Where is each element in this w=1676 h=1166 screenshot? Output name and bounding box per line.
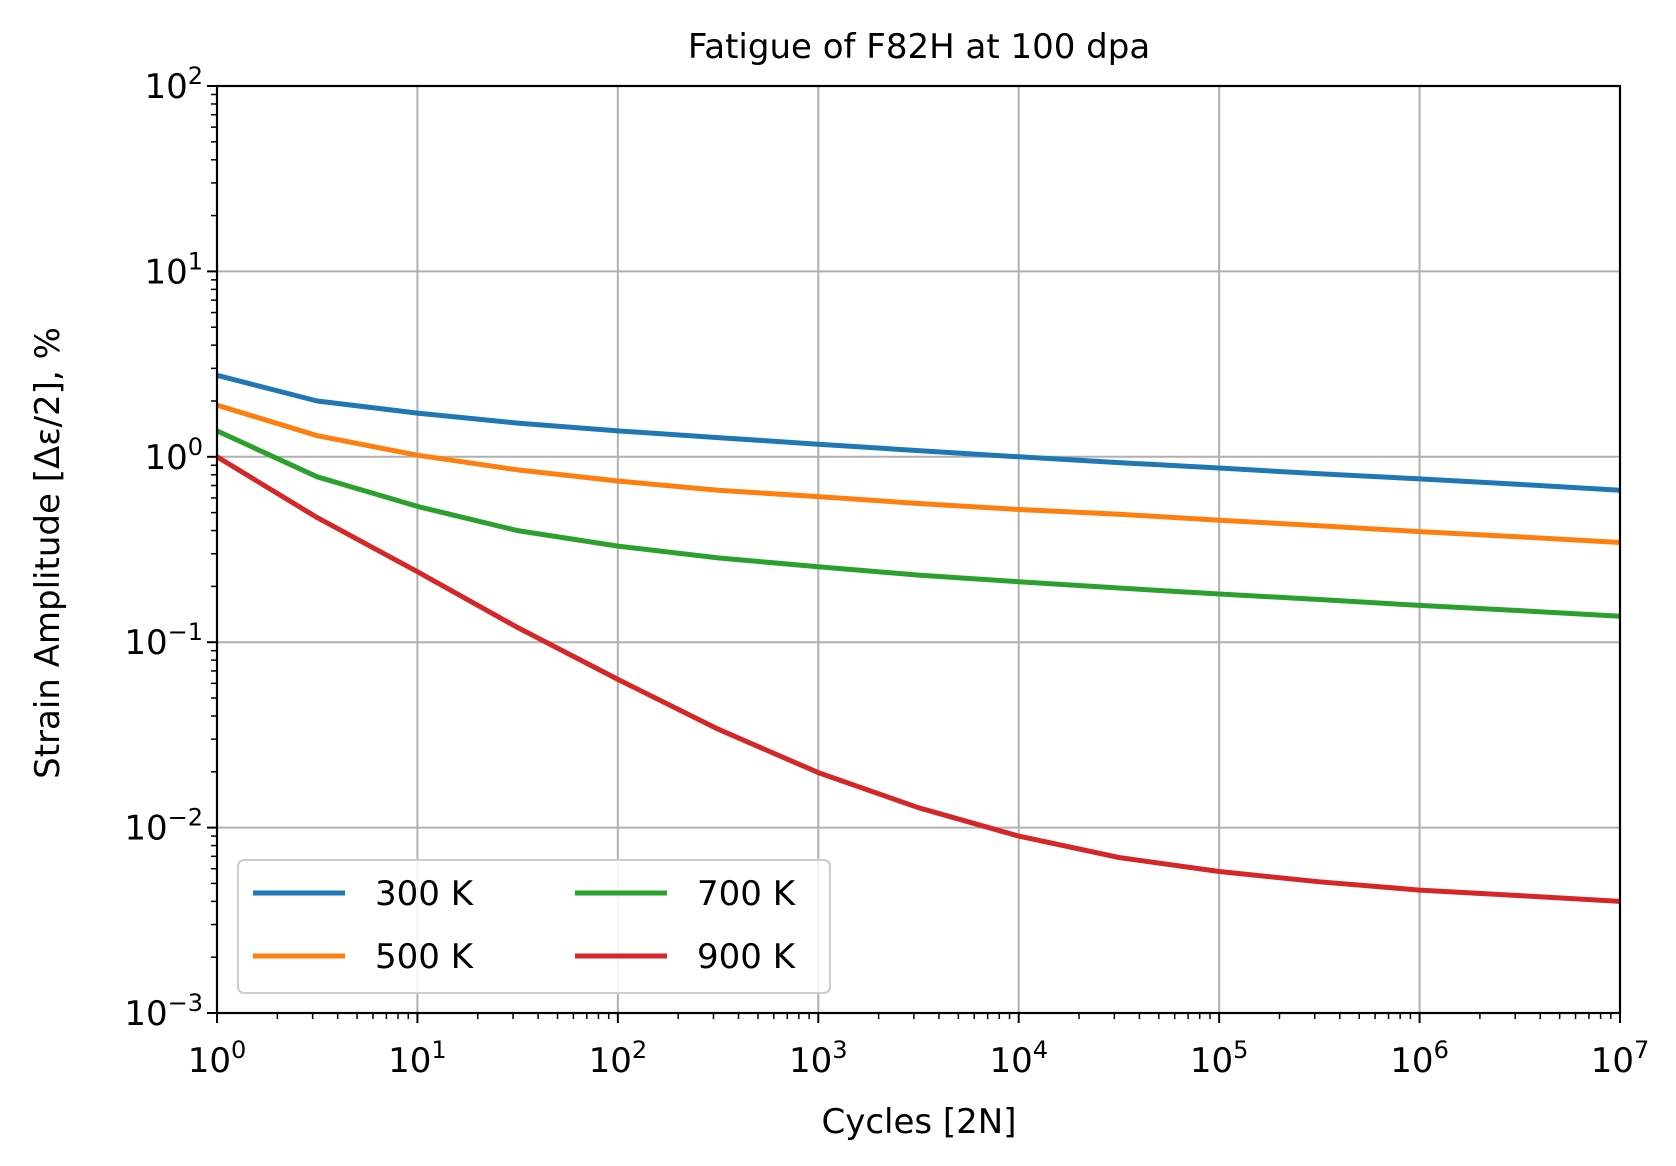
x-tick-label: 107	[1591, 1036, 1650, 1081]
y-tick-label: 102	[144, 62, 203, 107]
major-ticks	[207, 85, 1621, 1023]
y-tick-label: 10−2	[124, 804, 203, 849]
y-tick-label: 101	[144, 247, 203, 292]
y-axis-label: Strain Amplitude [Δε/2], %	[28, 327, 68, 779]
series-line-500-k	[216, 402, 1621, 545]
x-tick-label: 105	[1190, 1036, 1249, 1081]
y-tick-labels: 10−3 10−2 10−1 100 101 102	[124, 62, 203, 1034]
legend-label: 700 K	[697, 874, 797, 914]
x-tick-label: 106	[1390, 1036, 1449, 1081]
series-layer	[215, 372, 1621, 904]
x-tick-labels: 100 101 102 103 104 105 106 107	[188, 1036, 1650, 1081]
legend-label: 300 K	[375, 874, 475, 914]
y-tick-label: 10−1	[124, 618, 203, 663]
legend-box	[237, 859, 831, 994]
x-tick-label: 104	[989, 1036, 1048, 1081]
y-tick-label: 10−3	[124, 989, 203, 1034]
x-tick-label: 103	[789, 1036, 848, 1081]
x-axis-label: Cycles [2N]	[821, 1102, 1016, 1142]
series-line-900-k	[215, 454, 1621, 904]
x-tick-label: 102	[589, 1036, 648, 1081]
chart-title: Fatigue of F82H at 100 dpa	[688, 27, 1150, 67]
series-line-300-k	[216, 372, 1621, 493]
legend-label: 900 K	[697, 937, 797, 977]
x-tick-label: 100	[188, 1036, 247, 1081]
series-line-700-k	[215, 428, 1621, 619]
x-tick-label: 101	[388, 1036, 447, 1081]
legend: 300 K 500 K 700 K 900 K	[237, 859, 831, 994]
axes-frame	[215, 84, 1622, 1015]
y-tick-label: 100	[144, 433, 203, 478]
legend-label: 500 K	[375, 937, 475, 977]
